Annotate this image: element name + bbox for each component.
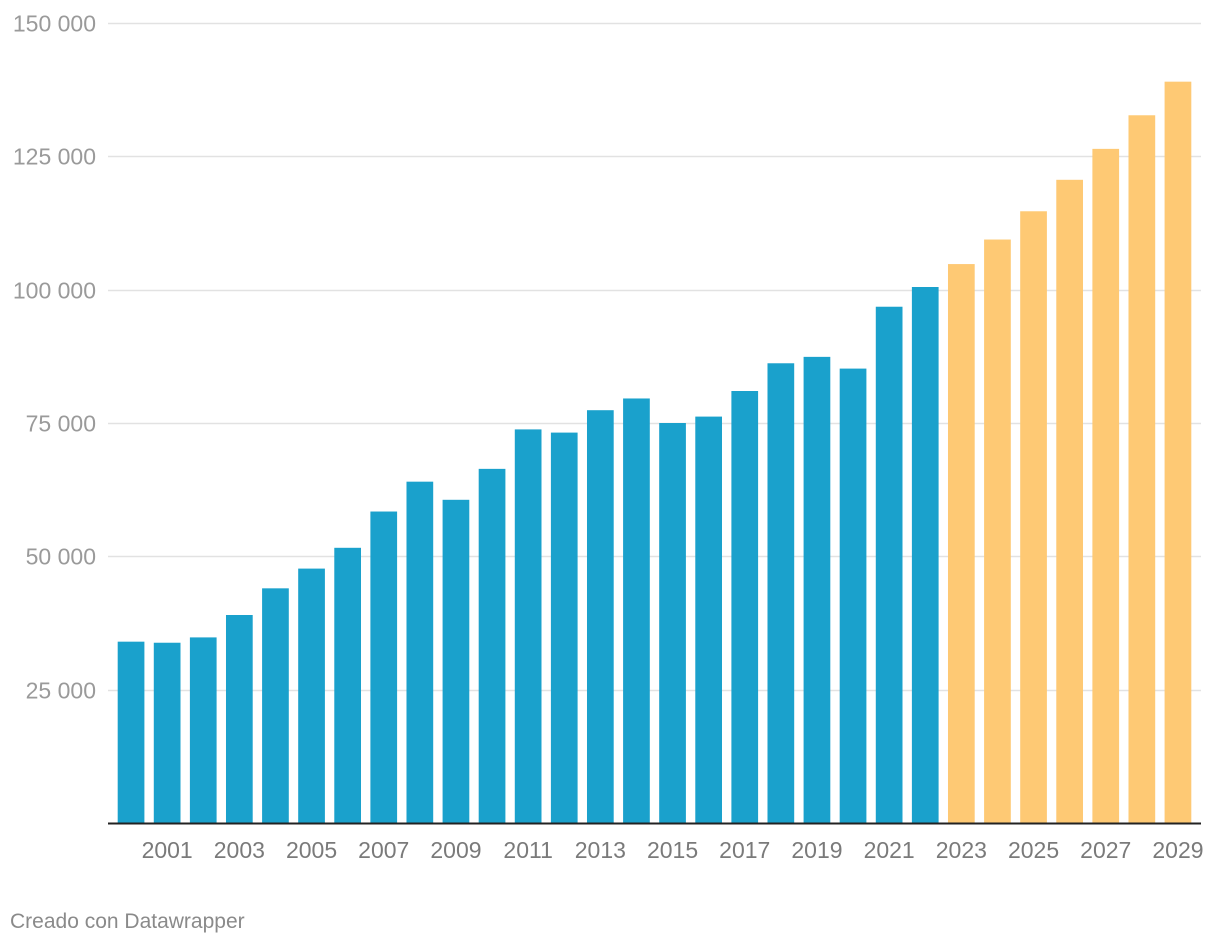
x-tick-label: 2001 <box>142 837 193 863</box>
x-tick-label: 2017 <box>719 837 770 863</box>
bar-2029 <box>1164 81 1192 824</box>
bar-2004 <box>262 588 289 823</box>
bar-2010 <box>478 468 506 823</box>
y-axis-labels: 25 000 50 000 75 000 100 000 125 000 150 000 <box>13 11 96 704</box>
bar-2024 <box>984 239 1011 823</box>
x-tick-label: 2007 <box>358 837 409 863</box>
bar-2028 <box>1128 115 1156 823</box>
bar-2022 <box>911 287 939 823</box>
bar-2009 <box>442 499 470 823</box>
x-tick-label: 2015 <box>647 837 698 863</box>
bar-2000 <box>117 641 145 823</box>
x-tick-label: 2013 <box>575 837 626 863</box>
bar-2021 <box>875 306 903 824</box>
y-tick-label: 100 000 <box>13 278 96 304</box>
credit-footer: Creado con Datawrapper <box>10 910 245 933</box>
bar-2020 <box>839 368 867 823</box>
x-tick-label: 2011 <box>503 837 552 863</box>
bar-2008 <box>406 481 434 823</box>
bar-2005 <box>298 568 325 823</box>
x-tick-label: 2005 <box>286 837 337 863</box>
bar-2014 <box>623 398 650 823</box>
y-gridlines <box>108 22 1201 692</box>
x-tick-label: 2023 <box>936 837 987 863</box>
x-tick-label: 2003 <box>214 837 265 863</box>
bar-2012 <box>550 432 578 823</box>
x-tick-label: 2025 <box>1008 837 1059 863</box>
x-tick-label: 2029 <box>1152 837 1203 863</box>
bar-2025 <box>1020 211 1047 823</box>
bar-2016 <box>695 416 722 823</box>
x-tick-label: 2019 <box>791 837 842 863</box>
bar-2001 <box>153 642 181 823</box>
bar-2023 <box>947 264 975 823</box>
x-tick-label: 2027 <box>1080 837 1131 863</box>
bar-2018 <box>767 363 795 823</box>
bar-2006 <box>334 547 361 823</box>
bar-2011 <box>514 429 542 823</box>
x-tick-label: 2021 <box>864 837 915 863</box>
bar-2003 <box>225 615 253 823</box>
bar-2019 <box>803 356 831 823</box>
y-tick-label: 50 000 <box>26 544 96 570</box>
bars <box>117 81 1192 824</box>
x-axis-labels: 2001 2003 2005 2007 2009 2011 2013 2015 2017 2019… <box>142 837 1204 863</box>
y-tick-label: 125 000 <box>13 144 96 170</box>
y-tick-label: 25 000 <box>26 678 96 704</box>
bar-2017 <box>731 391 759 823</box>
y-tick-label: 75 000 <box>26 411 96 437</box>
x-tick-label: 2009 <box>430 837 481 863</box>
bar-2002 <box>189 637 217 823</box>
y-tick-label: 150 000 <box>13 11 96 37</box>
bar-2015 <box>659 423 686 823</box>
bar-2007 <box>370 511 398 823</box>
bar-2027 <box>1092 148 1120 823</box>
bar-2013 <box>586 410 614 823</box>
bar-2026 <box>1056 179 1083 824</box>
